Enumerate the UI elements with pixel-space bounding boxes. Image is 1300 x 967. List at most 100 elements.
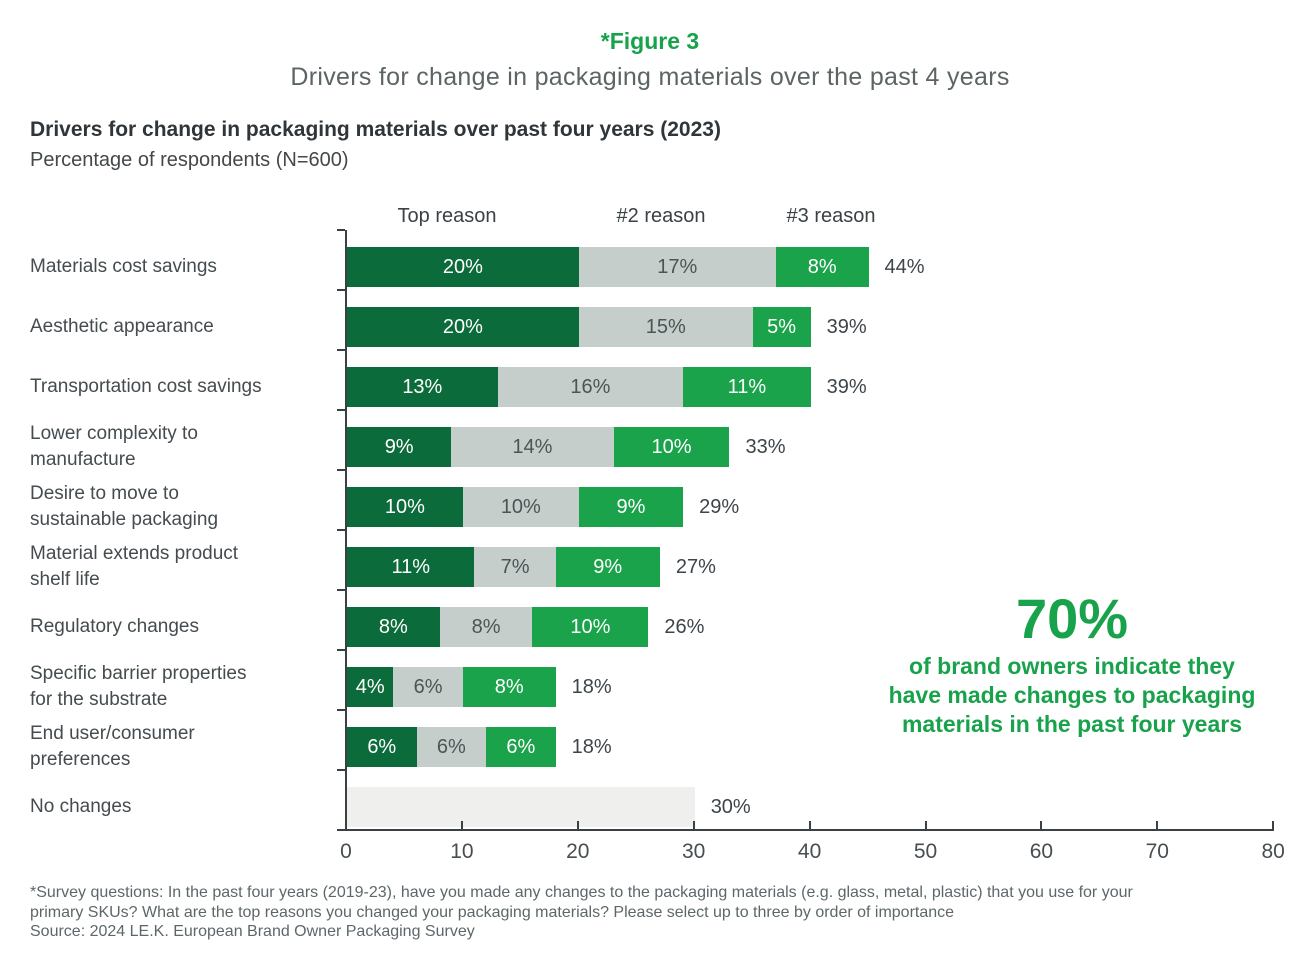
annotation-value: 70% <box>1015 587 1129 650</box>
bar-segment--3-reason: 8% <box>775 247 869 287</box>
bar-segment--2-reason: 8% <box>439 607 533 647</box>
bar-segment-top-reason: 20% <box>347 307 579 347</box>
bar-total-label: 33% <box>745 435 786 458</box>
bar-total-label: 26% <box>664 615 705 638</box>
x-axis-tick <box>692 821 695 829</box>
bar-segment--2-reason: 10% <box>462 487 579 527</box>
y-axis-tick <box>337 409 345 411</box>
bar-segment--2-reason: 15% <box>578 307 753 347</box>
y-axis-tick <box>337 649 345 651</box>
y-axis-tick <box>337 229 345 231</box>
x-axis-tick-label: 0 <box>340 840 352 863</box>
category-label: Regulatory changes <box>30 616 199 637</box>
bar-segment--2-reason: 17% <box>578 247 776 287</box>
category-label: Aesthetic appearance <box>30 316 214 337</box>
category-label: End user/consumer preferences <box>30 723 195 770</box>
bar-segment--2-reason: 16% <box>497 367 684 407</box>
bar-segment--2-reason: 6% <box>416 727 487 767</box>
x-axis-tick-label: 10 <box>450 840 474 863</box>
x-axis-tick-label: 30 <box>682 840 706 863</box>
bar-total-label: 44% <box>884 255 925 278</box>
y-axis-tick <box>337 529 345 531</box>
x-axis-tick-label: 50 <box>913 840 938 863</box>
bar-segment--3-reason: 5% <box>752 307 811 347</box>
category-label: Materials cost savings <box>30 256 217 277</box>
bar-segment-top-reason: 9% <box>347 427 452 467</box>
x-axis-tick-label: 70 <box>1145 840 1169 863</box>
bar-segment--3-reason: 10% <box>532 607 649 647</box>
x-axis-tick-label: 60 <box>1029 840 1054 863</box>
figure-tag: *Figure 3 <box>600 28 700 54</box>
x-axis-tick-label: 80 <box>1261 840 1285 863</box>
stacked-bar: 4% 6% 8% <box>347 667 556 707</box>
x-axis-tick <box>345 821 347 829</box>
x-axis-tick <box>924 821 927 829</box>
stacked-bar: 13% 16% 11% <box>347 367 811 407</box>
annotation-callout: 70% of brand owners indicate they have m… <box>852 590 1292 739</box>
chart-title: Drivers for change in packaging material… <box>30 118 721 141</box>
bar-segment--3-reason: 9% <box>578 487 684 527</box>
bar-total-label: 30% <box>710 795 751 818</box>
category-label: Desire to move to sustainable packaging <box>30 483 219 530</box>
stacked-bar: 20% 15% 5% <box>347 307 811 347</box>
bar-segment-top-reason: 13% <box>347 367 498 407</box>
column-header-3-reason: #3 reason <box>786 205 876 227</box>
chart-subtitle: Percentage of respondents (N=600) <box>30 149 349 171</box>
bar-segment--3-reason: 8% <box>462 667 556 707</box>
footnote: *Survey questions: In the past four year… <box>30 883 1280 942</box>
x-axis-tick <box>1040 821 1043 829</box>
bar-segment--3-reason: 11% <box>683 367 811 407</box>
footnote-source: Source: 2024 LE.K. European Brand Owner … <box>30 923 475 940</box>
x-axis-tick <box>576 821 579 829</box>
bar-total-label: 39% <box>826 375 867 398</box>
footnote-survey-questions: *Survey questions: In the past four year… <box>30 884 1133 921</box>
stacked-bar: 8% 8% 10% <box>347 607 649 647</box>
bar-segment-no-changes <box>347 787 695 827</box>
bar-segment--2-reason: 6% <box>393 667 463 707</box>
bar-segment-top-reason: 20% <box>347 247 579 287</box>
bar-segment-top-reason: 4% <box>347 667 394 707</box>
bar-segment--2-reason: 14% <box>451 427 614 467</box>
stacked-bar <box>347 787 695 827</box>
category-label: No changes <box>30 796 132 817</box>
figure-title: Drivers for change in packaging material… <box>290 63 1010 91</box>
bar-total-label: 18% <box>571 735 612 758</box>
bar-segment-top-reason: 8% <box>347 607 440 647</box>
x-axis-tick <box>1156 821 1159 829</box>
stacked-bar: 20% 17% 8% <box>347 247 869 287</box>
category-label: Material extends product shelf life <box>30 543 239 590</box>
stacked-bar: 11% 7% 9% <box>347 547 660 587</box>
x-axis-tick <box>808 821 811 829</box>
y-axis-tick <box>337 769 345 771</box>
y-axis-tick <box>337 469 345 471</box>
bar-segment-top-reason: 11% <box>347 547 475 587</box>
bar-segment-top-reason: 6% <box>347 727 417 767</box>
bar-total-label: 39% <box>826 315 867 338</box>
x-axis-tick-label: 20 <box>566 840 590 863</box>
bar-segment-top-reason: 10% <box>347 487 463 527</box>
x-axis-tick <box>460 821 463 829</box>
x-axis-tick-label: 40 <box>797 840 822 863</box>
y-axis-line <box>345 230 347 830</box>
column-header-top-reason: Top reason <box>397 205 497 227</box>
category-label: Specific barrier properties for the subs… <box>30 663 247 710</box>
y-axis-tick <box>337 589 345 591</box>
bar-segment--3-reason: 9% <box>555 547 660 587</box>
y-axis-tick <box>337 289 345 291</box>
bar-total-label: 18% <box>571 675 612 698</box>
x-axis-tick <box>1272 821 1275 829</box>
bar-total-label: 29% <box>699 495 740 518</box>
bar-segment--3-reason: 10% <box>613 427 730 467</box>
stacked-bar: 6% 6% 6% <box>347 727 556 767</box>
bar-segment--3-reason: 6% <box>486 727 556 767</box>
annotation-text: of brand owners indicate they have made … <box>888 653 1256 737</box>
y-axis-tick <box>337 349 345 351</box>
stacked-bar: 10% 10% 9% <box>347 487 684 527</box>
y-axis-tick <box>337 829 345 831</box>
y-axis-tick <box>337 709 345 711</box>
category-label: Transportation cost savings <box>30 376 262 397</box>
column-header-2-reason: #2 reason <box>616 205 706 227</box>
bar-total-label: 27% <box>675 555 716 578</box>
x-axis-line <box>345 829 1275 831</box>
